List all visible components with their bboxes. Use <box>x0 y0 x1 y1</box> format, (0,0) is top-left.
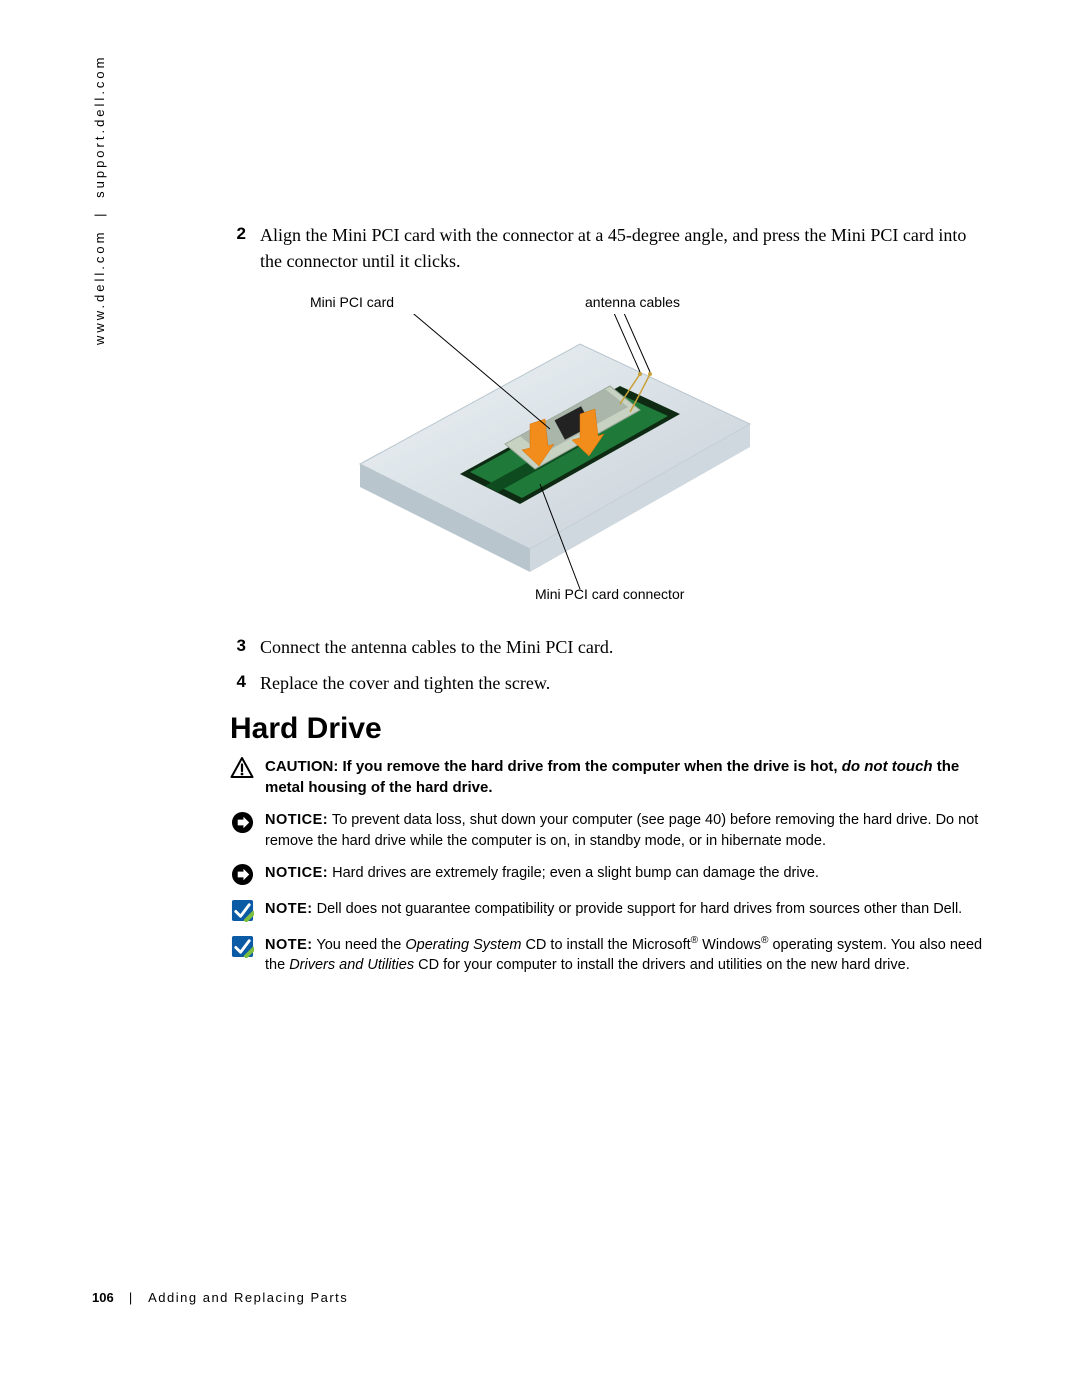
notice-icon <box>230 810 254 834</box>
caution-em: do not touch <box>842 758 933 775</box>
note-body-text: Dell does not guarantee compatibility or… <box>313 901 963 917</box>
caution-block: CAUTION: If you remove the hard drive fr… <box>230 756 990 798</box>
caution-label: CAUTION: <box>265 758 338 775</box>
note2-pre: You need the <box>313 937 406 953</box>
notice-label: NOTICE: <box>265 865 328 881</box>
notice-icon <box>230 863 254 887</box>
sidebar-url: www.dell.com | support.dell.com <box>92 55 107 346</box>
step-number: 2 <box>230 222 246 274</box>
step-number: 4 <box>230 670 246 696</box>
note-block: NOTE: Dell does not guarantee compatibil… <box>230 899 990 923</box>
notice-block: NOTICE: Hard drives are extremely fragil… <box>230 863 990 887</box>
note2-mid: CD to install the Microsoft <box>521 937 690 953</box>
notice-body-text: Hard drives are extremely fragile; even … <box>328 865 819 881</box>
note-icon <box>230 899 254 923</box>
step-4: 4 Replace the cover and tighten the scre… <box>230 670 990 696</box>
side-url-sep: | <box>92 211 107 217</box>
step-text: Connect the antenna cables to the Mini P… <box>260 634 613 660</box>
note-label: NOTE: <box>265 937 313 953</box>
figure: Mini PCI card antenna cables Mini PCI ca… <box>230 290 990 610</box>
step-text: Align the Mini PCI card with the connect… <box>260 222 990 274</box>
note-text: NOTE: Dell does not guarantee compatibil… <box>265 899 962 919</box>
side-url-left: www.dell.com <box>92 230 107 345</box>
step-number: 3 <box>230 634 246 660</box>
caution-text-1: If you remove the hard drive from the co… <box>343 758 842 775</box>
notice-block: NOTICE: To prevent data loss, shut down … <box>230 810 990 851</box>
figure-svg <box>320 314 760 594</box>
note2-it2: Drivers and Utilities <box>289 957 414 973</box>
section-heading: Hard Drive <box>230 712 990 746</box>
note-label: NOTE: <box>265 901 313 917</box>
notice-label: NOTICE: <box>265 812 328 828</box>
notice-text: NOTICE: To prevent data loss, shut down … <box>265 810 990 851</box>
step-3: 3 Connect the antenna cables to the Mini… <box>230 634 990 660</box>
note-icon <box>230 935 254 959</box>
caution-icon <box>230 756 254 780</box>
note2-sup1: ® <box>691 935 698 946</box>
step-2: 2 Align the Mini PCI card with the conne… <box>230 222 990 274</box>
notice-body-text: To prevent data loss, shut down your com… <box>265 812 978 848</box>
side-url-right: support.dell.com <box>92 55 107 198</box>
chapter-title: Adding and Replacing Parts <box>148 1290 348 1305</box>
callout-antenna-cables: antenna cables <box>585 294 680 310</box>
caution-text: CAUTION: If you remove the hard drive fr… <box>265 756 990 798</box>
note2-post: CD for your computer to install the driv… <box>414 957 910 973</box>
page-number: 106 <box>92 1290 114 1305</box>
note-text: NOTE: You need the Operating System CD t… <box>265 935 990 976</box>
note-block: NOTE: You need the Operating System CD t… <box>230 935 990 976</box>
notice-text: NOTICE: Hard drives are extremely fragil… <box>265 863 819 883</box>
note2-mid2: Windows <box>698 937 761 953</box>
note2-it1: Operating System <box>405 937 521 953</box>
step-text: Replace the cover and tighten the screw. <box>260 670 550 696</box>
callout-mini-pci-card: Mini PCI card <box>310 294 394 310</box>
page-footer: 106 | Adding and Replacing Parts <box>92 1290 348 1305</box>
footer-sep: | <box>129 1290 134 1305</box>
